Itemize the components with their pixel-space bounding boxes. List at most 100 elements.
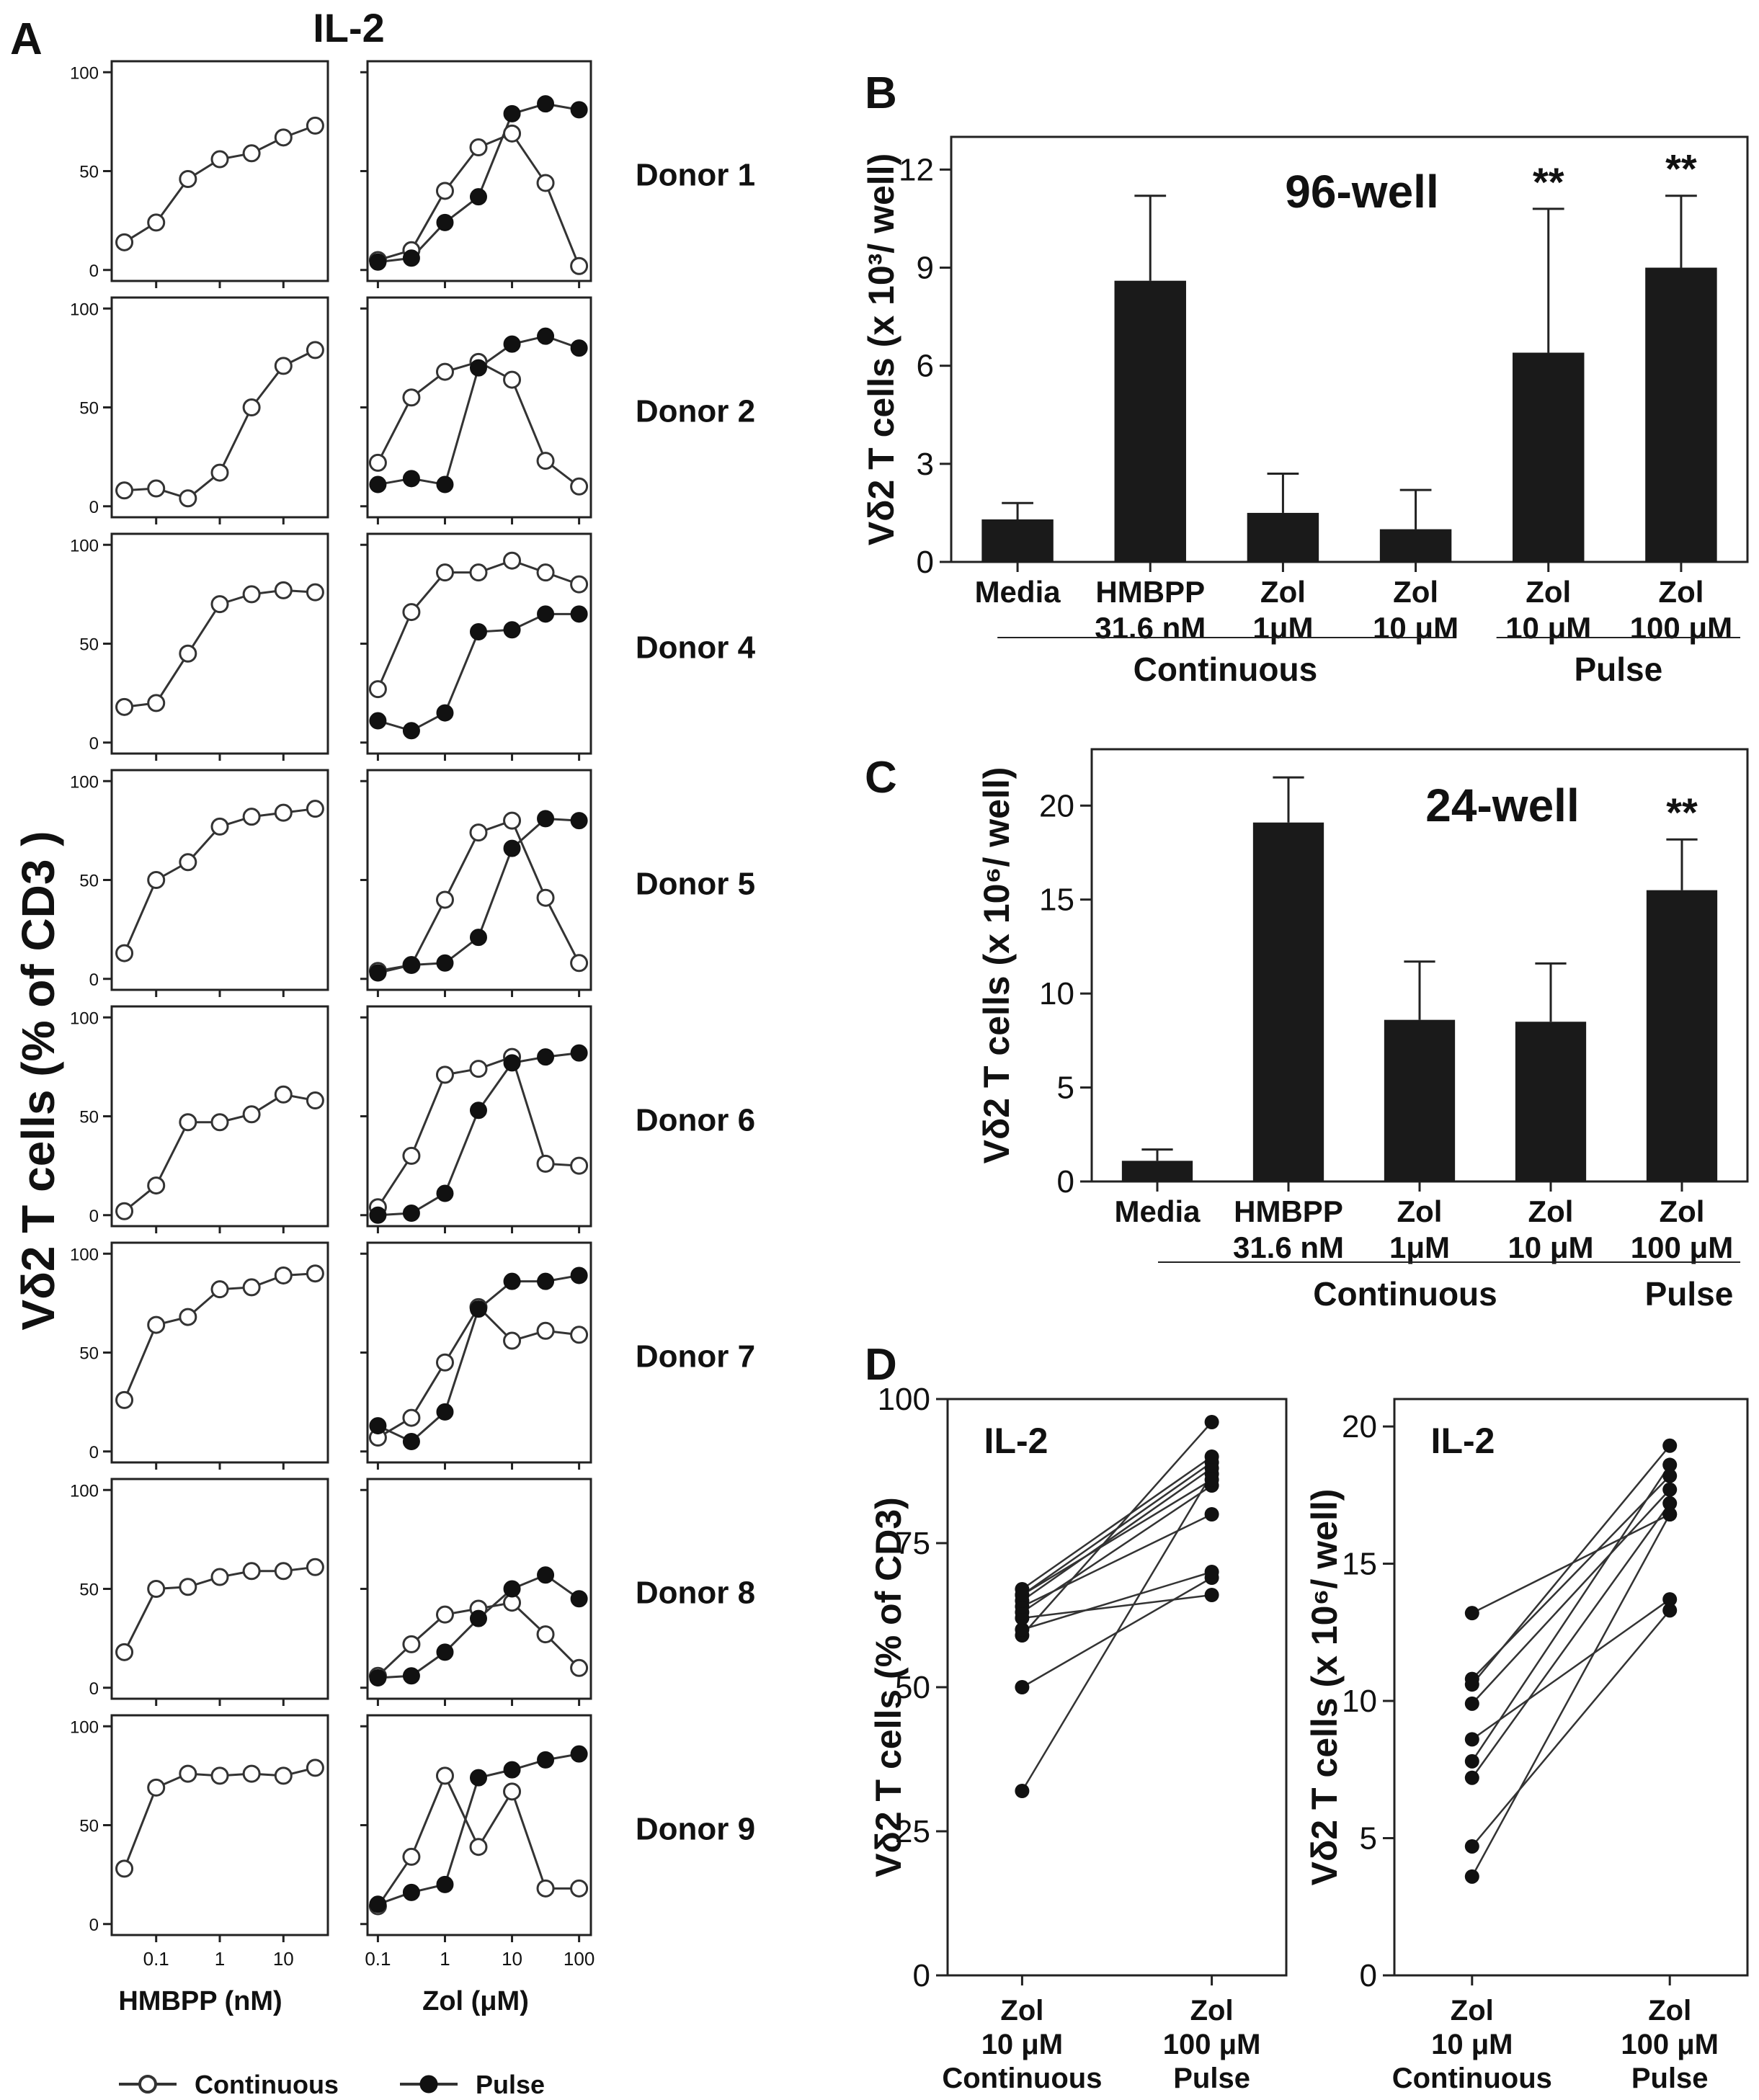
y-tick-label: 50 xyxy=(79,1817,99,1836)
plot-frame xyxy=(950,135,1749,563)
y-tick-label: 3 xyxy=(917,447,934,482)
continuous-point xyxy=(306,800,324,818)
continuous-point xyxy=(570,1326,589,1344)
continuous-point xyxy=(1464,1753,1479,1769)
category-label: Zol xyxy=(1190,1995,1234,2027)
continuous-point xyxy=(147,1315,166,1334)
legend-pulse-marker xyxy=(419,2075,438,2094)
donor-label: Donor 5 xyxy=(636,867,755,902)
pulse-point xyxy=(402,1667,420,1685)
continuous-point xyxy=(179,853,197,872)
continuous-point xyxy=(306,116,324,135)
panel-a-left-frame xyxy=(110,296,329,519)
continuous-point xyxy=(536,1625,555,1644)
pair-line xyxy=(1471,1514,1671,1877)
continuous-point xyxy=(570,256,589,275)
continuous-point xyxy=(179,644,197,663)
continuous-point xyxy=(1464,1606,1479,1621)
y-tick-label: 50 xyxy=(79,1581,99,1600)
continuous-point xyxy=(402,1635,421,1653)
continuous-point xyxy=(402,1847,421,1866)
pulse-point xyxy=(469,623,487,641)
continuous-point xyxy=(469,138,488,157)
continuous-point xyxy=(147,479,166,498)
category-label: Zol xyxy=(1397,1194,1443,1228)
pulse-point xyxy=(469,1300,487,1318)
continuous-point xyxy=(242,1105,261,1124)
significance-marker: ** xyxy=(1533,159,1564,205)
y-tick-label: 10 xyxy=(1342,1684,1377,1719)
y-tick-label: 0 xyxy=(89,1207,99,1226)
pulse-point xyxy=(1204,1415,1219,1429)
pair-line xyxy=(1471,1513,1670,1614)
continuous-point xyxy=(306,1264,324,1283)
continuous-point xyxy=(115,944,134,962)
category-label: Zol xyxy=(1000,1995,1043,2027)
continuous-point xyxy=(1015,1784,1030,1798)
pulse-point xyxy=(402,1433,420,1451)
continuous-point xyxy=(306,341,324,359)
pulse-point xyxy=(537,327,555,345)
continuous-point xyxy=(210,817,229,836)
donor-label: Donor 8 xyxy=(636,1576,755,1611)
continuous-point xyxy=(179,1113,197,1132)
pulse-point xyxy=(570,339,588,357)
y-tick-label: 9 xyxy=(917,251,934,286)
y-tick-label: 20 xyxy=(1039,788,1074,823)
group-label-pulse: Pulse xyxy=(1574,651,1662,688)
category-label: Zol xyxy=(1660,1194,1705,1228)
y-tick-label: 50 xyxy=(895,1670,930,1705)
continuous-point xyxy=(179,489,197,508)
continuous-point xyxy=(179,1764,197,1783)
continuous-point xyxy=(274,803,293,822)
panel-c-title: 24-well xyxy=(1425,779,1579,831)
plot-ylabel: Vδ2 T cells (x 10⁶/ well) xyxy=(1304,1489,1345,1886)
pulse-point xyxy=(503,1054,521,1072)
y-tick-label: 100 xyxy=(70,1481,99,1501)
panel-a-left-frame xyxy=(110,532,329,755)
continuous-point xyxy=(274,581,293,599)
continuous-point xyxy=(536,1879,555,1898)
pulse-point xyxy=(369,964,387,982)
panel-letter-b: B xyxy=(865,68,897,118)
pulse-point xyxy=(369,475,387,493)
continuous-point xyxy=(242,398,261,416)
continuous-point xyxy=(274,128,293,147)
category-label: 10 μM xyxy=(1431,2029,1513,2060)
pair-line xyxy=(1022,1594,1212,1619)
pulse-point xyxy=(436,1643,454,1661)
continuous-series-line xyxy=(377,1055,579,1208)
continuous-point xyxy=(115,481,134,500)
continuous-point xyxy=(435,182,454,200)
panel-a-right-frame xyxy=(366,769,592,991)
pulse-point xyxy=(402,722,420,740)
bar xyxy=(1121,1161,1193,1181)
category-label: HMBPP xyxy=(1234,1194,1343,1228)
pair-line xyxy=(1021,1513,1213,1608)
continuous-point xyxy=(435,1353,454,1372)
continuous-point xyxy=(115,1643,134,1661)
continuous-point xyxy=(147,1580,166,1598)
continuous-point xyxy=(115,1390,134,1409)
panel-a-right-frame xyxy=(366,60,592,282)
pulse-point xyxy=(1204,1507,1219,1522)
pair-line xyxy=(1021,1467,1213,1602)
pulse-point xyxy=(503,1272,521,1290)
category-label: Media xyxy=(1114,1194,1201,1228)
pulse-point xyxy=(1662,1507,1678,1522)
y-tick-label: 100 xyxy=(70,63,99,83)
y-tick-label: 15 xyxy=(1039,883,1074,918)
continuous-point xyxy=(435,362,454,381)
continuous-point xyxy=(536,888,555,907)
category-label: 100 μM xyxy=(1631,1230,1733,1264)
bar xyxy=(1247,512,1319,562)
continuous-point xyxy=(147,694,166,712)
continuous-point xyxy=(570,1156,589,1175)
legend-continuous-label: Continuous xyxy=(195,2070,339,2099)
continuous-point xyxy=(115,1859,134,1878)
